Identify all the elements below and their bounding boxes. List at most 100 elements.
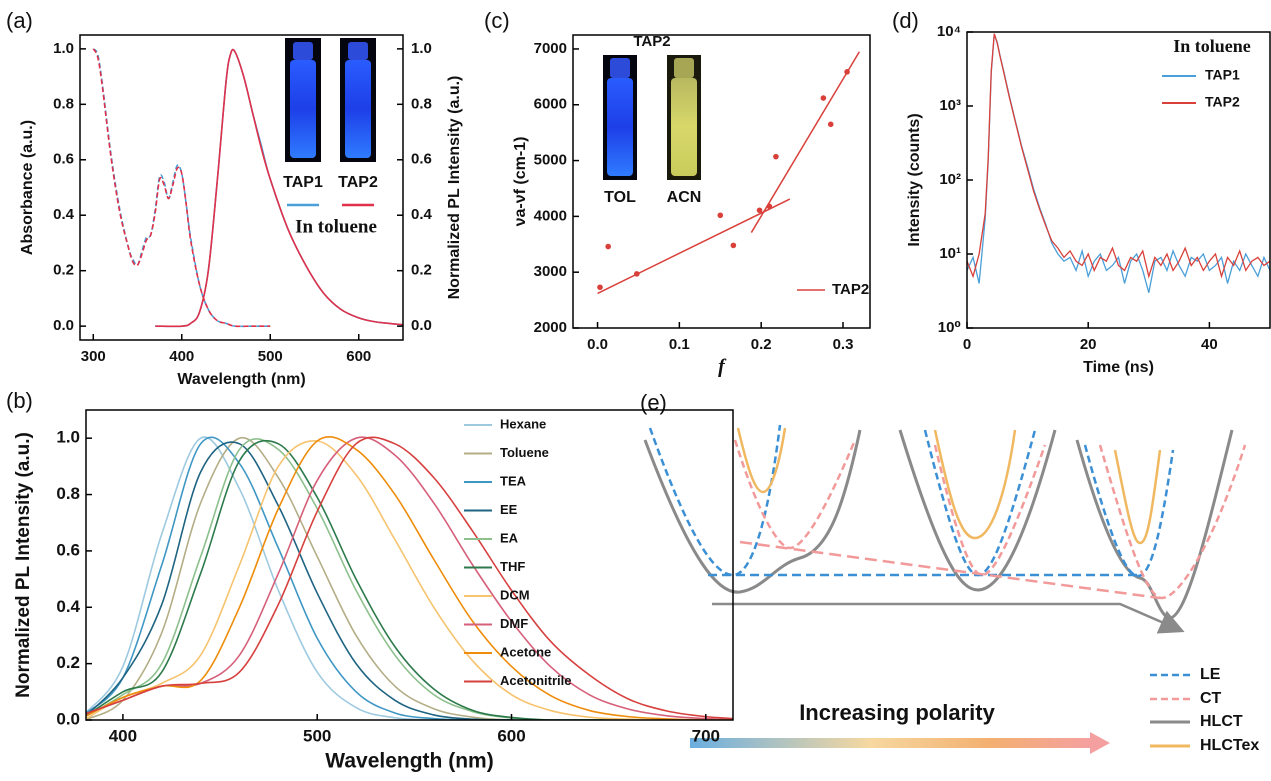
legend-label: EE (500, 502, 518, 517)
y-tick-label: 10³ (939, 97, 961, 114)
panel-label: (d) (892, 8, 919, 33)
panel-label: (e) (640, 390, 667, 415)
y-tick-label: 0.8 (56, 484, 80, 503)
y-axis-label: νa-νf (cm-1) (512, 137, 529, 227)
y-axis-label: Absorbance (a.u.) (19, 120, 36, 255)
legend-label: DCM (500, 587, 530, 602)
y-tick-label: 1.0 (53, 40, 74, 57)
vial-photos-c (603, 55, 701, 180)
legend-label: CT (1200, 690, 1222, 707)
absorbance-line (92, 48, 271, 328)
y-tick-label: 0.2 (56, 653, 80, 672)
x-tick-label: 500 (303, 726, 331, 745)
hlct-ex-curve (1113, 449, 1162, 545)
y-axis-label: Intensity (counts) (906, 113, 923, 246)
data-point (756, 207, 763, 214)
panel-label: (b) (6, 388, 33, 413)
hlct-curve (643, 429, 862, 594)
y-tick-label: 0.6 (56, 540, 80, 559)
ct-curve (933, 444, 1047, 577)
plot-area (86, 436, 733, 720)
data-point (730, 242, 737, 249)
y-tick-label: 10⁴ (937, 23, 961, 40)
y-tick-label: 3000 (534, 263, 567, 280)
x-tick-label: 0.3 (833, 336, 854, 353)
y-tick-label: 7000 (534, 40, 567, 57)
y2-tick-label: 0.6 (411, 151, 432, 168)
y2-tick-label: 0.4 (411, 206, 433, 223)
hlct-curve (1075, 429, 1234, 620)
trend-arrow (712, 602, 1185, 634)
y2-tick-label: 0.2 (411, 262, 432, 279)
y-tick-label: 0.8 (53, 95, 74, 112)
series-line (967, 33, 1270, 279)
x-tick-label: 0.1 (669, 336, 690, 353)
le-curve (1083, 444, 1175, 578)
series-line (86, 436, 733, 720)
x-tick-label: 400 (109, 726, 137, 745)
x-axis-label: Wavelength (nm) (177, 371, 305, 388)
x-tick-label: 0 (963, 336, 971, 353)
hlct-ex-curve (736, 427, 787, 494)
series-line (86, 436, 733, 720)
y-tick-label: 10² (939, 171, 961, 188)
plot-frame (572, 34, 871, 329)
series-line (86, 436, 733, 720)
vial-photos-a (285, 38, 376, 162)
y-tick-label: 10¹ (939, 245, 961, 262)
series-line (86, 440, 733, 720)
polarity-bar (690, 738, 1090, 748)
plot-frame (85, 409, 734, 721)
y2-tick-label: 0.8 (411, 95, 432, 112)
x-tick-label: 0.2 (751, 336, 772, 353)
x-tick-label: 500 (258, 348, 283, 365)
legend-label: HLCTex (1200, 737, 1259, 754)
x-tick-label: 600 (497, 726, 525, 745)
le-curve (923, 429, 1037, 577)
y-tick-label: 0.4 (56, 597, 80, 616)
y-tick-label: 2000 (534, 319, 567, 336)
y-tick-label: 4000 (534, 207, 567, 224)
y-tick-label: 5000 (534, 152, 567, 169)
y-tick-label: 0.6 (53, 151, 74, 168)
ct-level (739, 540, 1161, 600)
plot-area (967, 33, 1270, 293)
y2-tick-label: 1.0 (411, 40, 432, 57)
data-point (827, 121, 834, 128)
x-axis-label: Wavelength (nm) (325, 750, 493, 773)
plot-area (597, 51, 861, 295)
x-tick-label: 600 (346, 348, 371, 365)
y-tick-label: 0.2 (53, 262, 74, 279)
inset-label: ACN (667, 189, 702, 206)
inset-label: TOL (604, 189, 636, 206)
legend-label: DMF (500, 616, 528, 631)
data-point (597, 284, 603, 291)
y-tick-label: 6000 (534, 96, 567, 113)
legend-label: LE (1200, 666, 1221, 683)
fit-line (597, 198, 791, 295)
legend-label: TEA (500, 473, 527, 488)
ct-curve (733, 439, 857, 550)
series-line (86, 439, 733, 720)
le-curve (648, 424, 782, 577)
hlct-ex-curve (933, 429, 1017, 540)
inset-title: TAP2 (633, 33, 670, 50)
series-line (86, 438, 733, 720)
y-tick-label: 0.0 (53, 317, 74, 334)
plot-area (92, 48, 403, 328)
legend-label: TAP2 (832, 281, 869, 298)
plot-frame (79, 34, 404, 341)
legend-label: TAP1 (283, 174, 323, 191)
series-line (86, 436, 733, 720)
data-point (773, 153, 779, 160)
x-axis-label: f (718, 356, 727, 378)
y-tick-label: 10⁰ (938, 319, 961, 336)
data-point (605, 243, 611, 250)
x-tick-label: 700 (692, 726, 720, 745)
legend-label: Acetone (500, 644, 551, 659)
hlct-curve (898, 429, 1057, 592)
legend-label: TAP2 (338, 174, 378, 191)
x-tick-label: 20 (1080, 336, 1097, 353)
legend-label: HLCT (1200, 713, 1243, 730)
